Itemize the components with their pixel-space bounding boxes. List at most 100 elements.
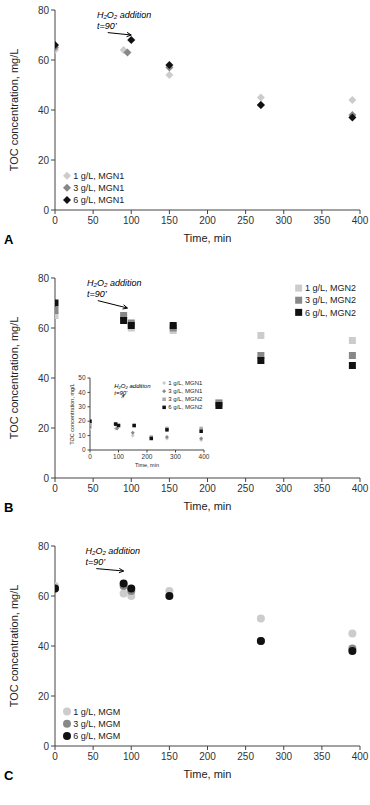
annotation-arrow <box>108 32 132 36</box>
annotation-line: H₂O₂ addition <box>114 383 151 389</box>
y-axis-label: TOC concentration, mg/L <box>8 585 20 708</box>
y-axis-label: TOC concentration, mg/L <box>69 383 75 444</box>
y-axis-label: TOC concentration, mg/L <box>8 49 20 172</box>
x-tick-label: 100 <box>123 751 140 762</box>
point <box>257 101 265 109</box>
annotation: H₂O₂ additiont=90’ <box>97 10 151 31</box>
point <box>257 332 264 339</box>
legend-marker <box>162 381 166 385</box>
panel: 050100150200250300350400020406080Time, m… <box>4 273 369 516</box>
point <box>127 36 135 44</box>
legend-marker <box>63 732 71 740</box>
x-tick <box>169 210 170 214</box>
y-tick-label: 0 <box>82 446 86 453</box>
x-tick-label: 0 <box>52 215 58 226</box>
point <box>120 317 127 324</box>
x-axis-label: Time, min <box>135 462 159 468</box>
point <box>257 357 264 364</box>
point <box>348 96 356 104</box>
x-tick-label: 150 <box>161 215 178 226</box>
x-tick <box>169 478 170 482</box>
y-tick-label: 20 <box>78 417 86 424</box>
point <box>127 585 135 593</box>
y-tick <box>51 478 55 479</box>
annotation-arrow <box>121 395 124 397</box>
y-tick-label: 50 <box>78 374 86 381</box>
point <box>165 61 173 69</box>
annotation-line: t=90’ <box>87 289 108 299</box>
point <box>123 49 131 57</box>
x-tick <box>245 210 246 214</box>
y-tick <box>51 110 55 111</box>
legend-label: 3 g/L, MGN1 <box>73 183 124 193</box>
x-tick-label: 300 <box>170 453 181 460</box>
series <box>90 419 203 440</box>
legend-marker <box>295 297 302 304</box>
x-tick <box>131 478 132 482</box>
x-tick <box>321 746 322 750</box>
y-tick <box>51 160 55 161</box>
y-tick-label: 20 <box>38 155 50 166</box>
annotation-arrow <box>98 301 128 309</box>
legend: 1 g/L, MGM3 g/L, MGM6 g/L, MGM <box>63 707 120 741</box>
series <box>55 300 356 410</box>
legend-label: 6 g/L, MGN2 <box>305 308 356 318</box>
x-tick <box>283 478 284 482</box>
x-tick-label: 300 <box>275 751 292 762</box>
x-tick-label: 150 <box>161 483 178 494</box>
point <box>349 337 356 344</box>
panel-label: B <box>4 500 13 515</box>
y-tick-label: 40 <box>38 641 50 652</box>
point <box>348 647 356 655</box>
x-tick-label: 100 <box>123 483 140 494</box>
points <box>55 580 356 656</box>
legend-marker <box>162 389 166 393</box>
x-axis-label: Time, min <box>184 232 232 244</box>
panel: 050100150200250300350400020406080Time, m… <box>4 541 369 784</box>
point <box>349 352 356 359</box>
x-tick-label: 50 <box>88 751 100 762</box>
x-tick-label: 150 <box>161 751 178 762</box>
x-tick <box>360 746 361 750</box>
x-tick <box>55 210 56 214</box>
legend: 1 g/L, MGN13 g/L, MGN13 g/L, MGN26 g/L, … <box>162 380 203 410</box>
y-tick <box>51 10 55 11</box>
legend-marker <box>63 196 71 204</box>
points <box>90 419 203 441</box>
annotation-line: H₂O₂ addition <box>97 10 151 20</box>
panel: 050100150200250300350400020406080Time, m… <box>4 5 369 248</box>
legend-label: 1 g/L, MGN1 <box>73 171 124 181</box>
x-tick-label: 400 <box>352 483 369 494</box>
legend-marker <box>63 720 71 728</box>
y-axis-line <box>90 378 91 450</box>
point <box>117 424 121 428</box>
annotation: H₂O₂ additiont=90’ <box>114 383 151 396</box>
y-tick-label: 30 <box>78 403 86 410</box>
y-tick <box>51 210 55 211</box>
point <box>120 590 128 598</box>
point <box>215 402 222 409</box>
point <box>199 430 203 434</box>
series <box>55 312 356 407</box>
x-tick <box>360 478 361 482</box>
x-tick <box>131 210 132 214</box>
point <box>55 41 59 49</box>
point <box>257 94 265 102</box>
y-tick-label: 40 <box>38 373 50 384</box>
y-tick <box>51 60 55 61</box>
x-tick <box>207 478 208 482</box>
x-tick-label: 350 <box>314 483 331 494</box>
point <box>55 585 59 593</box>
annotation-line: t=90’ <box>114 390 128 396</box>
x-tick-label: 200 <box>199 215 216 226</box>
y-tick-label: 60 <box>38 55 50 66</box>
x-tick-label: 400 <box>199 453 210 460</box>
x-tick <box>245 478 246 482</box>
x-tick <box>245 746 246 750</box>
x-tick-label: 350 <box>314 751 331 762</box>
legend-marker <box>63 184 71 192</box>
y-tick <box>88 421 91 422</box>
panel-label: A <box>4 232 14 247</box>
y-tick <box>51 646 55 647</box>
x-tick <box>169 746 170 750</box>
